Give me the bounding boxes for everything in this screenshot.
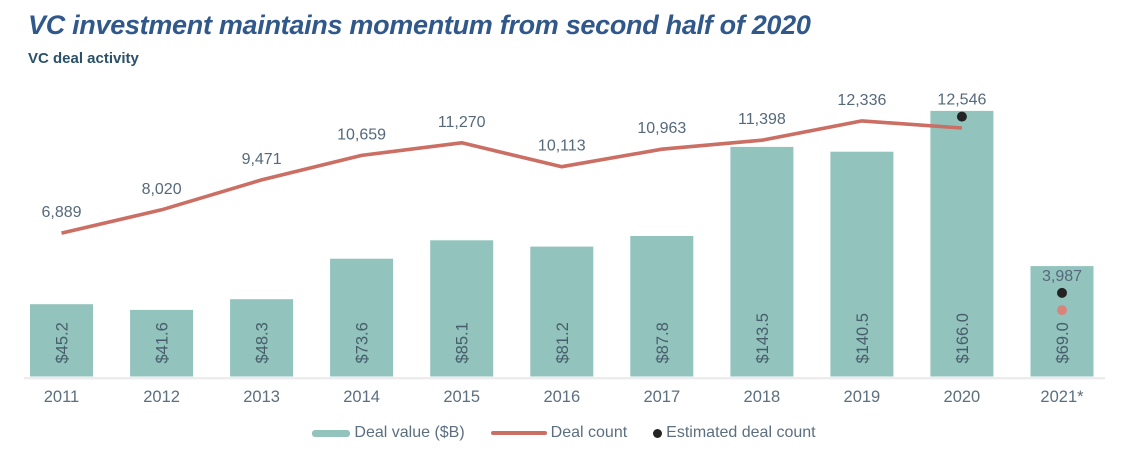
bar-2018 [730, 146, 794, 377]
x-axis-label-2021*: 2021* [1040, 388, 1084, 406]
x-axis-label-2012: 2012 [143, 388, 180, 406]
legend-item: Deal count [490, 424, 628, 442]
bar-2012 [130, 309, 194, 377]
bar-value-label-2017: $87.8 [654, 322, 672, 363]
chart-subtitle: VC deal activity [28, 50, 139, 67]
partial-deal-count-dot-2021* [1057, 305, 1067, 316]
deal-count-label-2017: 10,963 [637, 120, 686, 137]
estimated-deal-count-dot-2020 [956, 111, 967, 122]
legend-item: Estimated deal count [653, 424, 816, 442]
deal-count-label-2013: 9,471 [242, 151, 282, 168]
bar-2019 [830, 151, 894, 377]
deal-count-label-2016: 10,113 [538, 138, 586, 155]
legend-dot-marker [653, 428, 663, 438]
bar-value-label-2019: $140.5 [854, 313, 872, 363]
legend-label: Deal count [550, 424, 628, 441]
bar-2011 [30, 304, 93, 377]
x-axis-label-2020: 2020 [944, 388, 981, 406]
bar-2017 [630, 236, 694, 377]
x-axis-label-2014: 2014 [343, 388, 380, 406]
bar-value-label-2011: $45.2 [54, 322, 72, 363]
bar-value-label-2013: $48.3 [254, 322, 272, 363]
bar-2013 [230, 299, 294, 377]
bar-2015 [430, 240, 494, 377]
bar-value-label-2020: $166.0 [954, 313, 972, 363]
x-axis-label-2011: 2011 [44, 388, 79, 406]
bar-value-label-2015: $85.1 [454, 322, 472, 363]
estimated-deal-count-dot-2021* [1057, 287, 1067, 298]
deal-count-label-2018: 11,398 [738, 111, 786, 128]
deal-count-label-2011: 6,889 [41, 204, 81, 221]
x-axis-label-2018: 2018 [744, 388, 781, 406]
legend-label: Deal value ($B) [354, 424, 465, 441]
deal-count-label-2014: 10,659 [337, 126, 386, 143]
chart-title: VC investment maintains momentum from se… [28, 10, 811, 40]
x-axis-label-2015: 2015 [443, 388, 480, 406]
legend-label: Estimated deal count [666, 424, 816, 441]
x-axis-line [24, 377, 1105, 380]
legend-line-marker [490, 431, 547, 435]
deal-count-label-2019: 12,336 [837, 92, 886, 109]
estimated-deal-count-label-2020: 12,546 [937, 92, 986, 109]
bar-2014 [330, 258, 394, 377]
deal-count-label-2012: 8,020 [142, 181, 182, 198]
bar-value-label-2012: $41.6 [154, 322, 172, 363]
bar-2021* [1030, 266, 1094, 377]
chart-plot-area: $45.2 $41.6 $48.3 $73.6 $85.1 $81.2 $87.8 $143.… [24, 92, 1105, 406]
x-axis-label-2019: 2019 [844, 388, 881, 406]
bar-value-label-2018: $143.5 [754, 313, 772, 363]
chart-legend: Deal value ($B) Deal count Estimated deal … [0, 420, 1128, 446]
bar-2016 [530, 246, 594, 377]
legend-item: Deal value ($B) [312, 424, 465, 442]
x-axis-label-2016: 2016 [543, 388, 580, 406]
bar-value-label-2016: $81.2 [554, 322, 572, 363]
bar-value-label-2014: $73.6 [354, 322, 372, 363]
x-axis-label-2017: 2017 [643, 388, 680, 406]
bar-2020 [930, 110, 994, 377]
deal-count-line [61, 119, 963, 235]
deal-count-label-2015: 11,270 [438, 114, 486, 131]
legend-bar-marker [312, 429, 351, 437]
estimated-deal-count-label-2021*: 3,987 [1042, 268, 1082, 285]
bar-value-label-2021*: $69.0 [1054, 322, 1072, 363]
x-axis-label-2013: 2013 [243, 388, 280, 406]
